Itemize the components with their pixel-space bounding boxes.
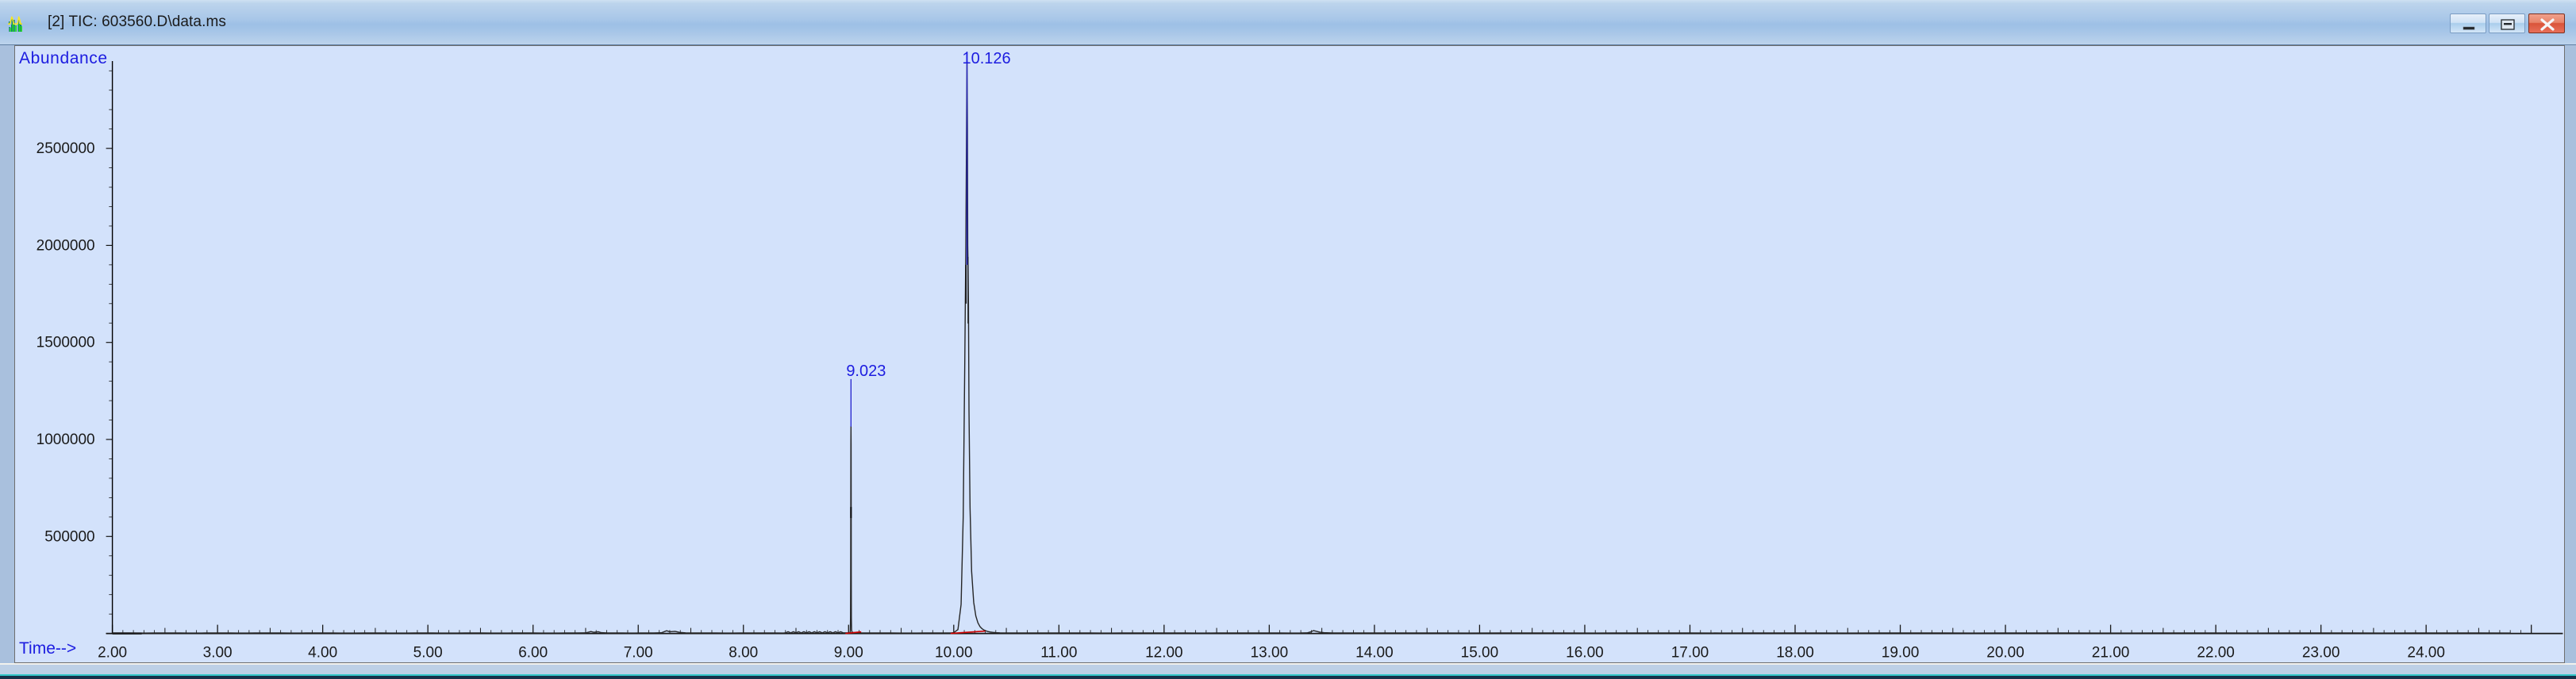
- svg-text:Abundance: Abundance: [19, 49, 108, 67]
- svg-text:1500000: 1500000: [37, 335, 95, 351]
- svg-text:7.00: 7.00: [624, 645, 653, 662]
- svg-text:17.00: 17.00: [1671, 645, 1709, 662]
- svg-text:Time-->: Time-->: [19, 639, 76, 658]
- svg-text:2500000: 2500000: [37, 140, 95, 157]
- svg-text:9.023: 9.023: [846, 363, 886, 380]
- svg-text:15.00: 15.00: [1461, 645, 1499, 662]
- svg-text:16.00: 16.00: [1566, 645, 1604, 662]
- svg-text:5.00: 5.00: [413, 645, 443, 662]
- svg-text:12.00: 12.00: [1145, 645, 1183, 662]
- svg-text:14.00: 14.00: [1355, 645, 1394, 662]
- svg-text:10.00: 10.00: [935, 645, 973, 662]
- svg-text:18.00: 18.00: [1776, 645, 1814, 662]
- svg-text:4.00: 4.00: [308, 645, 337, 662]
- svg-text:24.00: 24.00: [2407, 645, 2445, 662]
- svg-text:8.00: 8.00: [729, 645, 758, 662]
- svg-text:1000000: 1000000: [37, 432, 95, 448]
- svg-text:13.00: 13.00: [1251, 645, 1289, 662]
- svg-text:9.00: 9.00: [834, 645, 863, 662]
- svg-text:2000000: 2000000: [37, 237, 95, 254]
- svg-text:3.00: 3.00: [203, 645, 233, 662]
- svg-text:22.00: 22.00: [2197, 645, 2235, 662]
- svg-text:11.00: 11.00: [1040, 645, 1077, 662]
- svg-text:10.126: 10.126: [963, 50, 1011, 67]
- svg-text:2.00: 2.00: [98, 645, 127, 662]
- svg-text:6.00: 6.00: [518, 645, 548, 662]
- svg-text:21.00: 21.00: [2092, 645, 2130, 662]
- svg-text:20.00: 20.00: [1986, 645, 2024, 662]
- svg-text:500000: 500000: [44, 528, 94, 545]
- svg-text:23.00: 23.00: [2302, 645, 2340, 662]
- svg-text:19.00: 19.00: [1882, 645, 1920, 662]
